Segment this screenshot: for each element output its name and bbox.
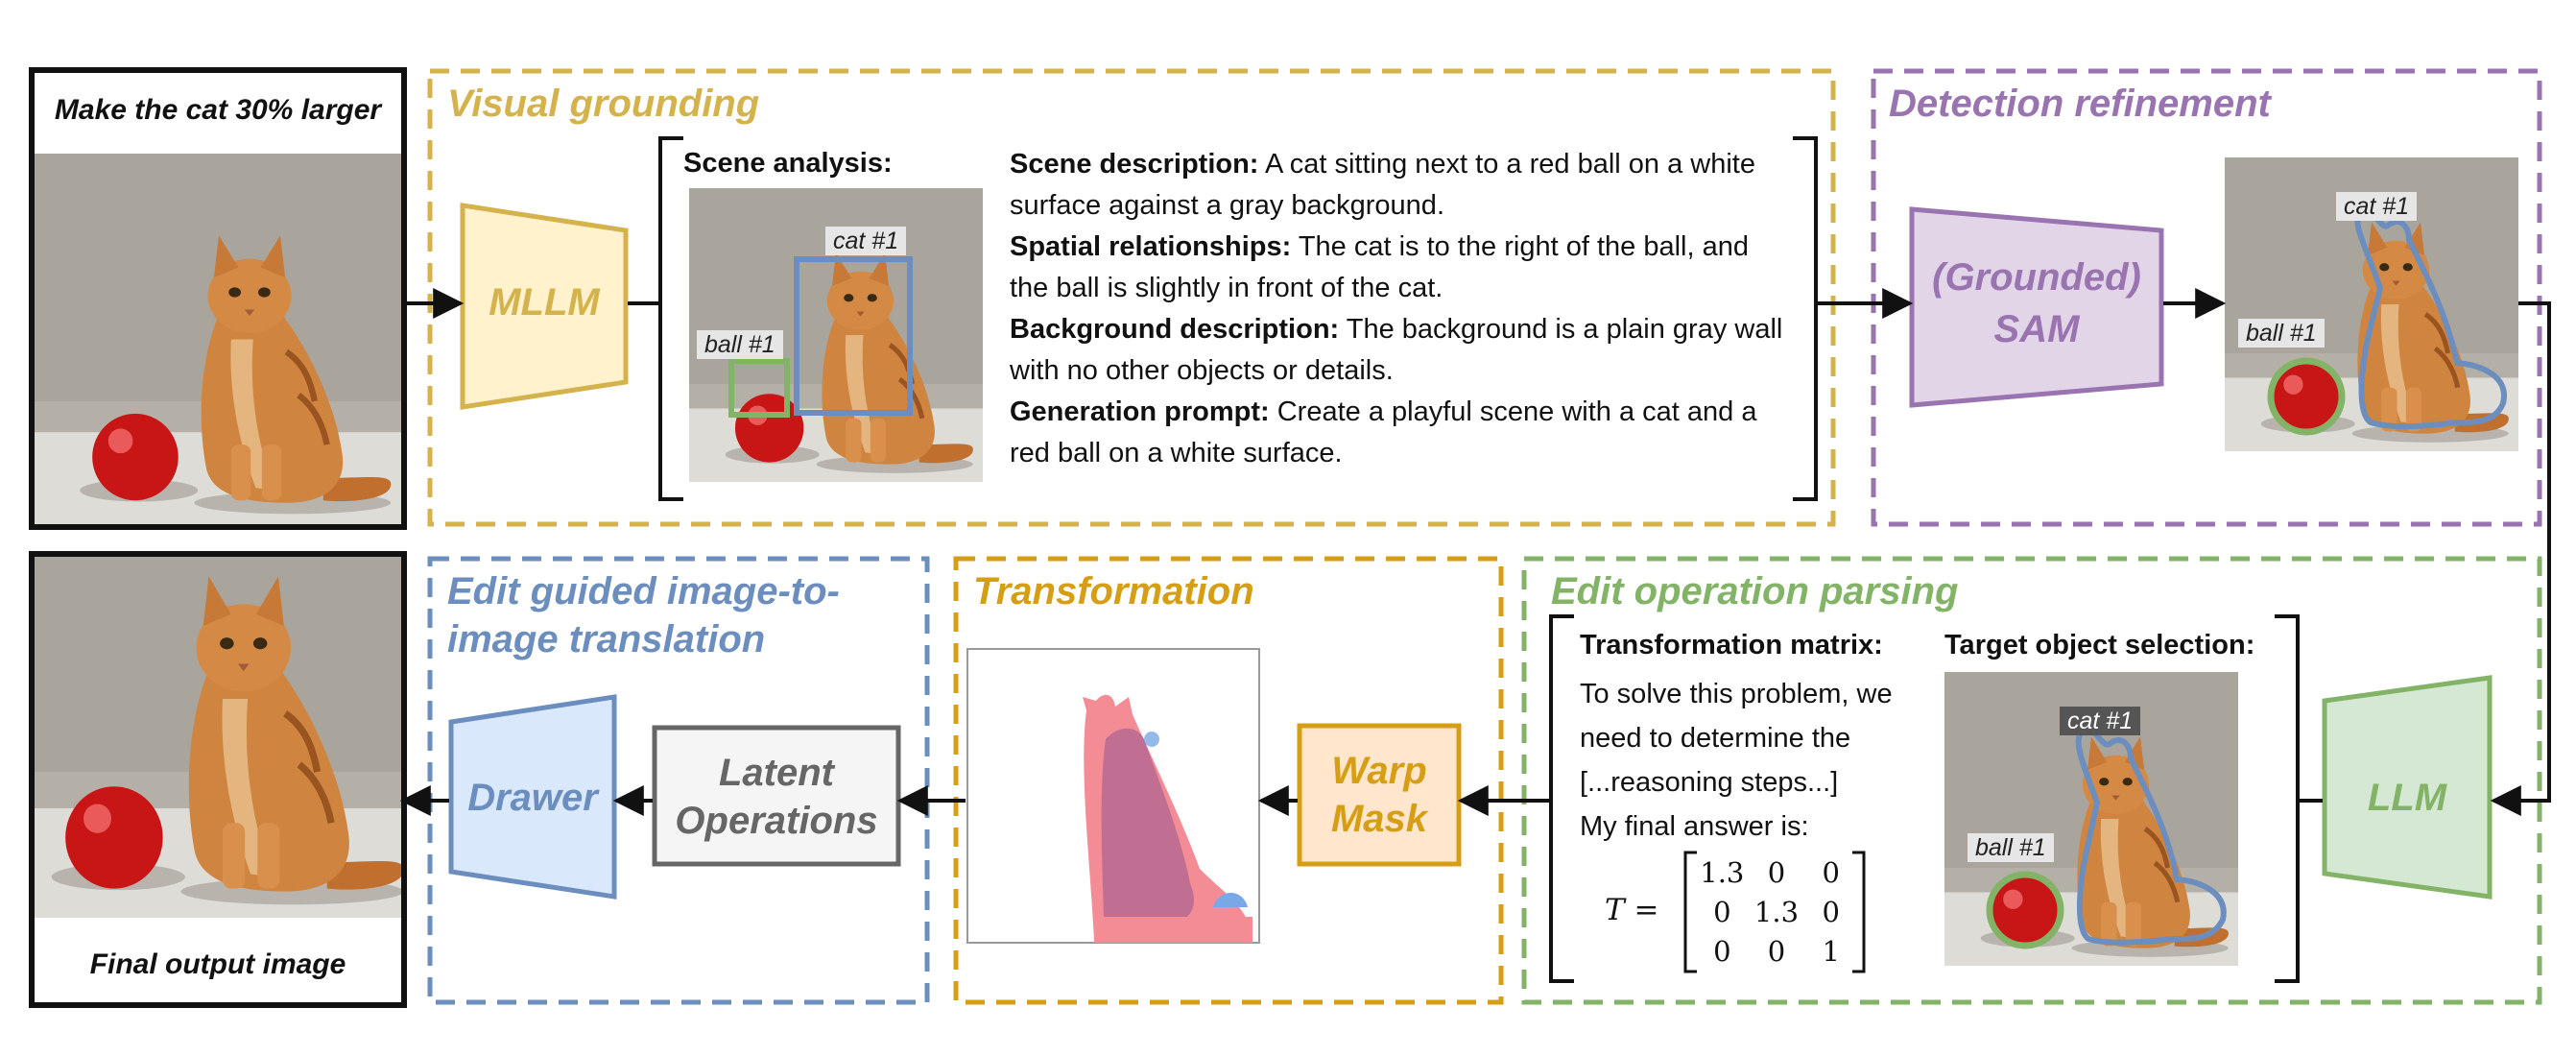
transformation-box	[953, 556, 1504, 1005]
sam-label-line2: SAM	[1993, 308, 2080, 350]
warp-mask-block	[1297, 723, 1462, 867]
reasoning-line: To solve this problem, we	[1580, 679, 1893, 709]
target-selection-heading: Target object selection:	[1944, 630, 2255, 660]
cat-bounding-box	[794, 256, 913, 416]
mask-label-line2: Mask	[1330, 798, 1428, 840]
detection-cat-label: cat #1	[2336, 192, 2418, 221]
input-frame: Make the cat 30% larger	[29, 67, 407, 530]
detection-refinement-title: Detection refinement	[1889, 83, 2271, 125]
latent-label-line2: Operations	[675, 800, 878, 842]
matrix-cell: 1.3	[1700, 855, 1745, 889]
sam-block	[1909, 206, 2164, 408]
matrix-bracket-right	[1852, 851, 1866, 973]
detection-ball-label: ball #1	[2238, 319, 2325, 348]
ball-bounding-box	[728, 358, 790, 418]
visual-grounding-box	[427, 68, 1836, 527]
detection-refinement-box	[1871, 68, 2542, 527]
sam-label-line1: (Grounded)	[1932, 256, 2141, 299]
output-caption: Final output image	[89, 948, 346, 980]
mask-blue-spot	[1213, 893, 1248, 907]
mllm-block	[460, 203, 629, 410]
scene-text: Scene description: A cat sitting next to…	[1010, 144, 1787, 474]
scene-item: Scene description: A cat sitting next to…	[1010, 149, 1755, 221]
grounding-ball-label: ball #1	[697, 330, 783, 359]
target-ball-label: ball #1	[1968, 833, 2054, 862]
matrix-cell: 0	[1767, 935, 1786, 969]
warp-label-line1: Warp	[1331, 750, 1427, 792]
matrix-cell: 1	[1822, 935, 1840, 969]
output-frame: Final output image	[29, 551, 407, 1008]
grounding-cat-label: cat #1	[825, 227, 907, 255]
arrow-detection-to-llm	[2490, 301, 2551, 816]
matrix-cell: 0	[1767, 855, 1786, 889]
matrix-cell: 1.3	[1753, 895, 1800, 928]
matrix-cell: 0	[1713, 895, 1731, 928]
scene-item: Generation prompt: Create a playful scen…	[1010, 396, 1757, 468]
matrix-cell: 0	[1822, 855, 1840, 889]
matrix-bracket-left	[1683, 851, 1697, 973]
scene-bracket-left	[658, 136, 683, 501]
drawer-label: Drawer	[467, 777, 598, 819]
visual-grounding-title: Visual grounding	[447, 83, 760, 125]
scene-bracket-right	[1793, 136, 1818, 501]
matrix-symbol: T =	[1605, 893, 1659, 927]
scene-item: Background description: The background i…	[1010, 314, 1783, 386]
edit-operation-parsing-box	[1521, 556, 2542, 1005]
mask-blue-dot	[1144, 732, 1159, 747]
target-cat-label: cat #1	[2060, 707, 2141, 735]
transformation-title: Transformation	[973, 570, 1254, 612]
parsing-bracket-right	[2275, 614, 2300, 983]
scene-item: Spatial relationships: The cat is to the…	[1010, 231, 1749, 303]
reasoning-line: [...reasoning steps...]	[1580, 767, 1839, 798]
llm-label: LLM	[2367, 777, 2447, 819]
matrix-heading: Transformation matrix:	[1580, 630, 1883, 660]
mask-base	[1094, 917, 1252, 943]
ball-mask-contour	[2267, 357, 2346, 436]
matrix-cell: 0	[1713, 935, 1731, 969]
edit-operation-parsing-title: Edit operation parsing	[1551, 570, 1959, 612]
latent-label-line1: Latent	[719, 752, 834, 794]
translation-box	[427, 556, 930, 1005]
drawer-block	[448, 694, 617, 900]
reasoning-line: My final answer is:	[1580, 811, 1809, 842]
input-instruction: Make the cat 30% larger	[54, 94, 382, 126]
scene-analysis-heading: Scene analysis:	[683, 148, 893, 179]
translation-title-line2: image translation	[447, 618, 766, 660]
mllm-label: MLLM	[489, 281, 600, 324]
reasoning-line: need to determine the	[1580, 723, 1851, 754]
target-ball-contour	[1986, 871, 2064, 949]
parsing-bracket-left	[1549, 614, 1574, 983]
matrix-cell: 0	[1822, 895, 1840, 928]
reasoning-text: To solve this problem, we need to determ…	[1580, 672, 1896, 849]
translation-title-line1: Edit guided image-to-	[447, 570, 840, 612]
llm-block	[2322, 675, 2493, 900]
matrix-values: 1.3 0 0 0 1.3 0 0 0 1	[1695, 852, 1858, 972]
original-cat-mask	[1101, 728, 1194, 922]
